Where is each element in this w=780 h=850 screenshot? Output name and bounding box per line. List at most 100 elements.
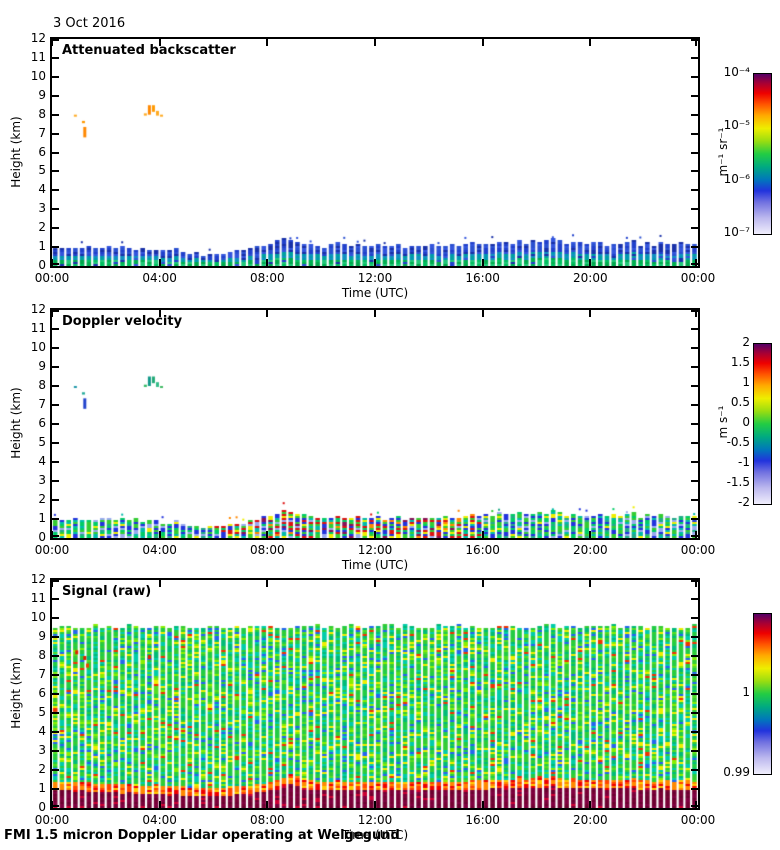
y-axis-tick (52, 423, 59, 425)
y-axis-tick-right (691, 366, 698, 368)
y-axis-tick-right (691, 94, 698, 97)
y-axis-tick-right (691, 227, 698, 230)
y-axis-tick (52, 731, 59, 733)
x-axis-tick-top (158, 310, 161, 317)
y-axis-tick (52, 75, 59, 78)
x-tick-label: 20:00 (573, 813, 608, 827)
y-axis-tick (52, 189, 59, 192)
y-tick-label: 3 (38, 201, 46, 216)
y-tick-label: 0 (38, 800, 46, 814)
y-axis-tick-right (691, 617, 698, 619)
x-axis-tick-top (695, 310, 697, 317)
x-tick-label: 16:00 (465, 271, 500, 285)
x-axis-tick (158, 801, 161, 808)
y-tick-label: 3 (38, 473, 46, 487)
x-axis-tick-top (695, 580, 697, 587)
y-axis-tick (52, 366, 59, 368)
y-axis-tick (52, 674, 59, 676)
y-tick-label: 6 (38, 416, 46, 430)
y-axis-tick (52, 480, 59, 482)
x-axis-tick (695, 259, 697, 266)
y-axis-tick (52, 617, 59, 619)
x-axis-tick (158, 531, 161, 538)
x-axis-label: Time (UTC) (341, 828, 409, 842)
y-axis-tick-right (691, 170, 698, 173)
y-axis-tick-right (691, 423, 698, 425)
colorbar-tick-label: 10⁻⁴ (723, 65, 750, 79)
x-tick-label: 00:00 (680, 543, 716, 557)
y-tick-label: 4 (38, 454, 46, 468)
x-axis-tick-top (481, 39, 484, 46)
x-axis-tick (266, 531, 269, 538)
y-axis-tick-right (691, 189, 698, 192)
colorbar-tick-label: 0.5 (730, 395, 750, 409)
y-axis-tick-right (691, 404, 698, 406)
y-axis-tick (52, 404, 59, 406)
y-tick-label: 11 (30, 321, 46, 335)
y-tick-label: 2 (38, 220, 46, 235)
y-axis-tick-right (691, 712, 698, 714)
y-axis-tick-right (691, 598, 698, 600)
velocity-colorbar (753, 343, 772, 505)
x-axis-tick (374, 801, 376, 808)
y-axis-tick (52, 598, 59, 600)
y-tick-label: 1 (38, 781, 46, 795)
y-axis-tick (52, 535, 59, 537)
y-axis-tick-right (691, 769, 698, 771)
y-axis-tick-right (691, 151, 698, 154)
x-tick-label: 12:00 (357, 271, 393, 285)
y-axis-tick (52, 461, 59, 463)
signal-colorbar (753, 613, 772, 775)
y-axis-tick-right (691, 56, 698, 59)
backscatter-panel: Attenuated backscatter (50, 37, 700, 268)
y-axis-tick (52, 208, 59, 211)
x-axis-tick-top (51, 310, 53, 317)
colorbar-tick-label: -2 (738, 495, 750, 509)
y-axis-tick (52, 580, 59, 582)
y-tick-label: 2 (38, 492, 46, 506)
colorbar-tick-label: 2 (742, 335, 750, 349)
x-tick-label: 16:00 (465, 813, 500, 827)
x-axis-tick-top (158, 580, 161, 587)
y-axis-tick (52, 442, 59, 444)
x-axis-tick-top (589, 580, 592, 587)
x-tick-label: 00:00 (34, 271, 70, 285)
y-axis-tick (52, 132, 59, 135)
y-tick-label: 5 (38, 705, 46, 719)
y-axis-tick (52, 246, 59, 249)
colorbar-tick-label: 0 (742, 415, 750, 429)
y-axis-tick (52, 636, 59, 638)
y-tick-label: 4 (38, 182, 46, 197)
y-tick-label: 1 (38, 511, 46, 525)
y-axis-tick-right (691, 385, 698, 387)
colorbar-tick-label: 10⁻⁶ (723, 171, 750, 186)
y-axis-tick-right (691, 246, 698, 249)
y-tick-label: 2 (38, 762, 46, 776)
velocity-panel-title: Doppler velocity (62, 314, 183, 329)
y-axis-tick-right (691, 347, 698, 349)
y-axis-tick-right (691, 328, 698, 330)
y-axis-tick (52, 805, 59, 807)
colorbar-tick-label: -1.5 (726, 475, 750, 489)
backscatter-panel-title: Attenuated backscatter (62, 43, 236, 58)
x-axis-tick (589, 531, 592, 538)
y-axis-tick-right (691, 132, 698, 135)
x-tick-label: 00:00 (680, 813, 716, 827)
y-tick-label: 9 (38, 629, 46, 643)
y-axis-label: Height (km) (9, 387, 23, 459)
y-axis-label: Height (km) (9, 115, 23, 188)
x-axis-tick (374, 259, 376, 266)
colorbar-tick-label: 1 (742, 375, 750, 389)
x-axis-tick-top (589, 310, 592, 317)
y-tick-label: 11 (30, 49, 46, 64)
y-axis-tick (52, 263, 59, 265)
x-axis-tick (51, 259, 53, 266)
x-tick-label: 12:00 (357, 813, 393, 827)
signal-panel-title: Signal (raw) (62, 584, 152, 599)
x-tick-label: 08:00 (250, 271, 285, 285)
x-tick-label: 04:00 (142, 813, 177, 827)
y-axis-tick (52, 693, 59, 695)
colorbar-tick-label: 1.5 (730, 355, 750, 369)
x-tick-label: 00:00 (34, 543, 70, 557)
x-axis-tick (374, 531, 376, 538)
